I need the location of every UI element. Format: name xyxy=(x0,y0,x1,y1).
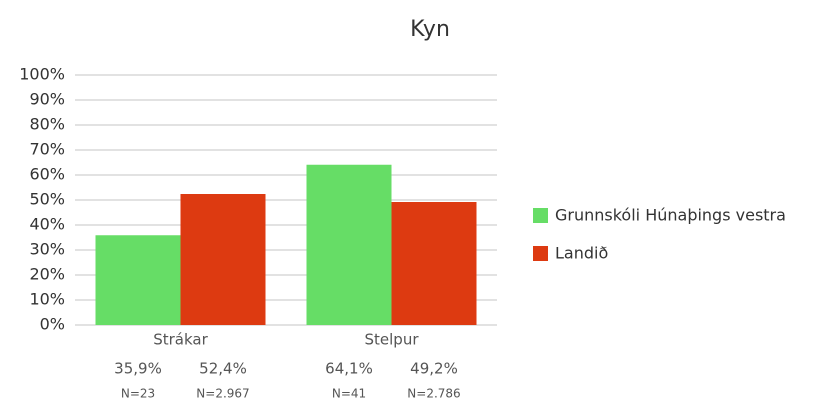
n-label: N=2.967 xyxy=(196,387,249,401)
legend-swatch xyxy=(533,246,548,261)
n-label: N=41 xyxy=(332,387,366,401)
y-tick-label: 0% xyxy=(40,315,65,334)
bar xyxy=(391,202,477,325)
bar xyxy=(306,164,392,325)
n-label: N=2.786 xyxy=(407,387,460,401)
y-tick-label: 50% xyxy=(29,190,65,209)
y-tick-label: 10% xyxy=(29,290,65,309)
value-label: 35,9% xyxy=(114,360,162,378)
x-tick-label: Stelpur xyxy=(365,331,420,349)
chart-title: Kyn xyxy=(410,17,450,42)
y-tick-label: 40% xyxy=(29,215,65,234)
y-tick-label: 60% xyxy=(29,165,65,184)
bar xyxy=(180,194,266,325)
n-label: N=23 xyxy=(121,387,155,401)
value-label: 52,4% xyxy=(199,360,247,378)
value-label: 64,1% xyxy=(325,360,373,378)
y-tick-label: 20% xyxy=(29,265,65,284)
y-tick-label: 80% xyxy=(29,115,65,134)
legend-label: Landið xyxy=(555,244,608,263)
y-tick-label: 100% xyxy=(19,65,65,84)
y-tick-label: 90% xyxy=(29,90,65,109)
x-tick-label: Strákar xyxy=(153,331,208,349)
bar xyxy=(95,235,181,325)
legend-label: Grunnskóli Húnaþings vestra xyxy=(555,206,786,225)
y-tick-label: 70% xyxy=(29,140,65,159)
legend-swatch xyxy=(533,208,548,223)
value-label: 49,2% xyxy=(410,360,458,378)
y-tick-label: 30% xyxy=(29,240,65,259)
